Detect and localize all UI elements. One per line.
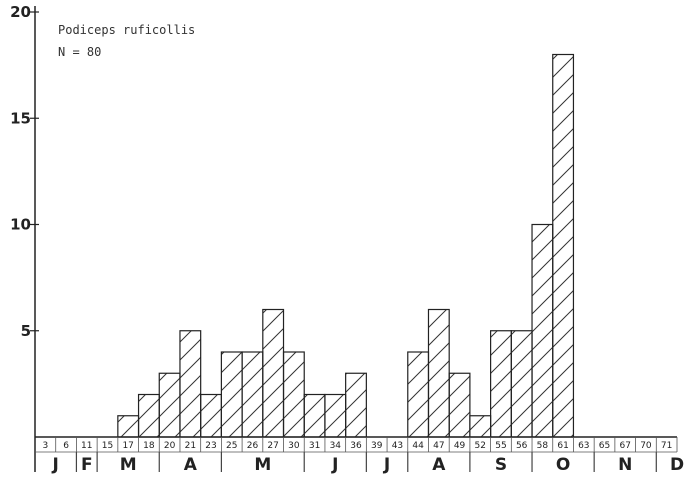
- month-label: J: [383, 455, 390, 475]
- bar: [158, 372, 181, 438]
- month-label: A: [432, 455, 446, 475]
- y-tick-label: 10: [10, 216, 31, 234]
- week-label: 11: [81, 441, 92, 451]
- bar: [510, 330, 533, 438]
- week-label: 34: [330, 441, 342, 451]
- bar: [282, 351, 305, 438]
- chart-title: Podiceps ruficollis: [58, 23, 195, 37]
- week-label: 49: [454, 441, 466, 451]
- week-label: 55: [495, 441, 506, 451]
- week-label: 21: [185, 441, 196, 451]
- week-label: 71: [661, 441, 672, 451]
- month-label: M: [120, 455, 137, 475]
- week-label: 39: [371, 441, 383, 451]
- bar: [407, 351, 430, 438]
- bar: [448, 372, 471, 438]
- week-label: 31: [309, 441, 320, 451]
- week-label: 23: [205, 441, 216, 451]
- week-label: 44: [412, 441, 424, 451]
- week-label: 3: [42, 441, 48, 451]
- bar: [490, 330, 512, 438]
- month-label: O: [556, 455, 570, 475]
- week-label: 43: [392, 441, 403, 451]
- month-label: S: [495, 455, 507, 475]
- week-label: 63: [578, 441, 589, 451]
- bar: [117, 415, 140, 438]
- month-label: N: [618, 455, 632, 475]
- bar: [469, 415, 492, 438]
- week-label: 65: [599, 441, 610, 451]
- month-label: A: [184, 455, 198, 475]
- week-label: 17: [122, 441, 133, 451]
- week-label: 56: [516, 441, 528, 451]
- bar: [262, 308, 285, 438]
- month-label: D: [670, 455, 684, 475]
- week-label: 67: [619, 441, 630, 451]
- week-label: 47: [433, 441, 444, 451]
- month-label: M: [254, 455, 271, 475]
- y-tick-label: 15: [10, 109, 31, 127]
- bar: [179, 330, 202, 438]
- week-label: 15: [102, 441, 113, 451]
- bar: [220, 351, 243, 438]
- bar: [531, 223, 554, 438]
- week-label: 58: [537, 441, 549, 451]
- bar: [241, 351, 264, 438]
- month-label: J: [52, 455, 59, 475]
- bar: [345, 372, 367, 438]
- week-label: 20: [164, 441, 176, 451]
- bars: [117, 53, 575, 438]
- week-label: 30: [288, 441, 300, 451]
- week-label: 18: [143, 441, 155, 451]
- x-axis: 3 6 11 15 17 18 20 21 23 25 26 27 30 31 34 36 39 43 44 47 49…: [35, 437, 684, 475]
- bar: [303, 393, 326, 438]
- week-label: 52: [475, 441, 486, 451]
- bar: [200, 393, 222, 438]
- week-label: 26: [247, 441, 259, 451]
- y-tick-label: 5: [21, 322, 31, 340]
- bar: [324, 393, 347, 438]
- week-label: 25: [226, 441, 237, 451]
- bar: [427, 308, 450, 438]
- week-label: 27: [267, 441, 278, 451]
- month-label: F: [81, 455, 93, 475]
- week-label: 6: [63, 441, 69, 451]
- y-tick-label: 20: [10, 3, 31, 21]
- week-label: 70: [640, 441, 652, 451]
- chart-subtitle: N = 80: [58, 45, 101, 59]
- month-label: J: [331, 455, 338, 475]
- bar: [552, 53, 575, 438]
- week-label: 36: [350, 441, 362, 451]
- week-label: 61: [557, 441, 568, 451]
- bar: [137, 393, 160, 438]
